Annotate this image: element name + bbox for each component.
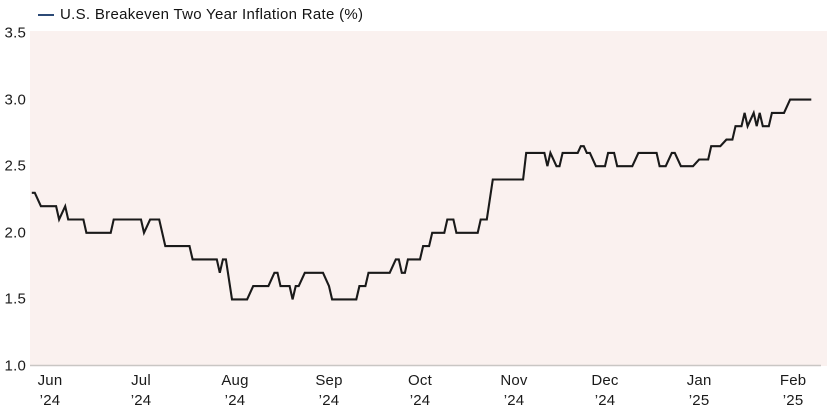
legend-label: U.S. Breakeven Two Year Inflation Rate (… xyxy=(60,6,364,23)
x-tick-year: ’24 xyxy=(130,392,152,409)
x-tick-month: Aug xyxy=(221,372,249,389)
y-tick-label: 3.5 xyxy=(4,24,26,42)
x-tick-label: Nov ’24 xyxy=(500,371,527,411)
x-tick-year: ’24 xyxy=(594,392,616,409)
plot-area xyxy=(30,31,827,366)
data-line xyxy=(31,98,812,301)
x-tick-year: ’24 xyxy=(224,392,246,409)
y-tick-label: 1.0 xyxy=(4,357,26,375)
x-tick-year: ’25 xyxy=(782,392,804,409)
x-tick-month: Jun xyxy=(37,372,63,389)
x-tick-month: Feb xyxy=(779,372,807,389)
x-tick-month: Oct xyxy=(408,372,432,389)
y-tick-label: 2.5 xyxy=(4,157,26,175)
x-tick-year: ’25 xyxy=(688,392,710,409)
x-tick-year: ’24 xyxy=(39,392,61,409)
x-tick-month: Sep xyxy=(315,372,343,389)
x-tick-label: Oct ’24 xyxy=(408,371,432,411)
y-tick-label: 3.0 xyxy=(4,91,26,109)
x-tick-month: Jan xyxy=(686,372,712,389)
x-tick-label: Feb ’25 xyxy=(780,371,806,411)
x-tick-label: Aug ’24 xyxy=(221,371,248,411)
x-tick-month: Jul xyxy=(131,372,151,389)
x-tick-label: Jan ’25 xyxy=(687,371,712,411)
legend-line-icon xyxy=(38,13,54,16)
x-tick-label: Jul ’24 xyxy=(131,371,152,411)
x-tick-label: Jun ’24 xyxy=(38,371,63,411)
x-tick-year: ’24 xyxy=(318,392,340,409)
x-tick-month: Nov xyxy=(500,372,528,389)
y-tick-label: 1.5 xyxy=(4,290,26,308)
x-tick-label: Sep ’24 xyxy=(315,371,342,411)
x-tick-year: ’24 xyxy=(409,392,431,409)
chart-legend: U.S. Breakeven Two Year Inflation Rate (… xyxy=(38,6,363,23)
x-tick-year: ’24 xyxy=(503,392,525,409)
x-tick-month: Dec xyxy=(591,372,619,389)
x-tick-label: Dec ’24 xyxy=(591,371,618,411)
y-tick-label: 2.0 xyxy=(4,224,26,242)
